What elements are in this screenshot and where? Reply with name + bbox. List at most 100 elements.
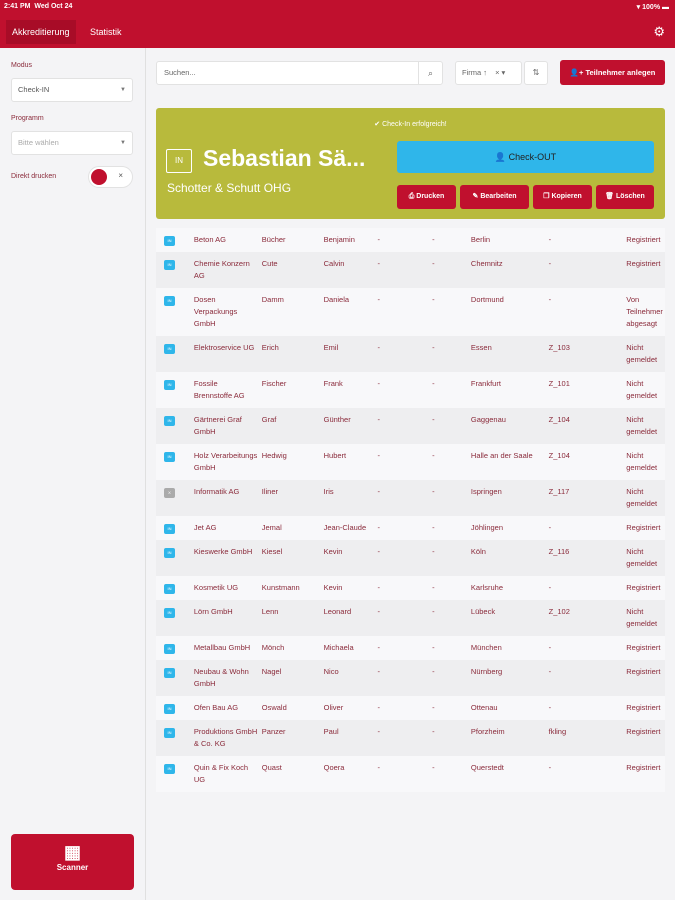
field-a: - [377,607,380,616]
print-button[interactable]: ⎙ Drucken [397,185,456,209]
table-row[interactable]: IN Metallbau GmbH Mönch Michaela - - München - R… [156,636,665,660]
add-participant-button[interactable]: 👤+ Teilnehmer anlegen [560,60,665,85]
checkin-icon[interactable]: IN [164,416,175,426]
programm-select[interactable]: Bitte wählen ▼ [11,131,133,155]
table-row[interactable]: IN Beton AG Bücher Benjamin - - Berlin - Registr… [156,228,665,252]
room: - [548,235,552,244]
city: Halle an der Saale [470,451,533,460]
table-row[interactable]: IN Lörn GmbH Lenn Leonard - - Lübeck Z_102 Nicht… [156,600,665,636]
first-name: Kevin [323,547,343,556]
checkin-icon[interactable]: IN [164,236,175,246]
table-row[interactable]: IN Jet AG Jemal Jean-Claude - - Jöhlingen - Regi… [156,516,665,540]
table-row[interactable]: IN Elektroservice UG Erich Emil - - Essen Z_103… [156,336,665,372]
first-name: Emil [323,343,339,352]
registration-status: Nicht gemeldet [626,547,658,568]
table-row[interactable]: IN Holz Verarbeitungs GmbH Hedwig Hubert - - H… [156,444,665,480]
tab-statistik[interactable]: Statistik [90,27,122,37]
company: Produktions GmbH & Co. KG [193,727,258,748]
field-b: - [432,343,435,352]
table-row[interactable]: IN Fossile Brennstoffe AG Fischer Frank - - Fr… [156,372,665,408]
city: Chemnitz [470,259,503,268]
field-b: - [432,667,435,676]
search-input[interactable]: Suchen... ⌕ [156,61,443,85]
gear-icon[interactable]: ⚙ [653,24,665,39]
user-plus-icon: 👤+ [569,68,584,77]
last-name: Bücher [261,235,286,244]
checkin-icon[interactable]: IN [164,260,175,270]
field-b: - [432,487,435,496]
programm-label: Programm [11,115,44,122]
checkin-icon[interactable]: IN [164,296,175,306]
success-message: ✔ Check-In erfolgreich! [374,121,447,128]
delete-button[interactable]: 🗑 Löschen [596,185,654,209]
participant-table: IN Beton AG Bücher Benjamin - - Berlin - Registr… [156,228,665,792]
room: - [548,667,552,676]
checkin-icon[interactable]: IN [164,764,175,774]
checkin-icon[interactable]: IN [164,704,175,714]
room: Z_117 [548,487,570,496]
first-name: Michaela [323,643,354,652]
modus-label: Modus [11,62,33,69]
table-row[interactable]: IN Ofen Bau AG Oswald Oliver - - Ottenau - Regis… [156,696,665,720]
direct-print-label: Direkt drucken [11,173,57,180]
status-icon: IN [156,540,192,576]
checkin-icon[interactable]: IN [164,380,175,390]
sort-select[interactable]: Firma ↑ × ▾ [455,61,522,85]
table-row[interactable]: IN Gärtnerei Graf GmbH Graf Günther - - Gaggen… [156,408,665,444]
edit-button[interactable]: ✎ Bearbeiten [460,185,529,209]
checkin-icon[interactable]: IN [164,668,175,678]
company: Kieswerke GmbH [193,547,253,556]
table-row[interactable]: IN Produktions GmbH & Co. KG Panzer Paul - - P… [156,720,665,756]
checkout-button[interactable]: 👤 Check-OUT [397,141,654,173]
first-name: Qoera [323,763,345,772]
table-row[interactable]: IN Quin & Fix Koch UG Quast Qoera - - Quersted… [156,756,665,792]
chevron-down-icon: ▼ [120,87,126,93]
search-icon[interactable]: ⌕ [418,62,442,84]
modus-select[interactable]: Check-IN ▼ [11,78,133,102]
participant-company: Schotter & Schutt OHG [167,181,292,195]
table-row[interactable]: IN Kieswerke GmbH Kiesel Kevin - - Köln Z_116 Ni… [156,540,665,576]
table-row[interactable]: IN Chemie Konzern AG Cute Calvin - - Chemnitz -… [156,252,665,288]
status-icon: X [156,480,192,516]
status-time: 2:41 PM Wed Oct 24 [4,3,73,10]
last-name: Mönch [261,643,285,652]
table-row[interactable]: IN Neubau & Wohn GmbH Nagel Nico - - Nürnberg -… [156,660,665,696]
sort-direction-button[interactable]: ⇅ [524,61,548,85]
checkin-icon[interactable]: IN [164,452,175,462]
first-name: Benjamin [323,235,355,244]
room: - [548,523,552,532]
checkin-icon[interactable]: IN [164,608,175,618]
registration-status: Von Teilnehmer abgesagt [626,295,663,328]
tab-akkreditierung[interactable]: Akkreditierung [6,20,76,44]
first-name: Oliver [323,703,344,712]
checkin-icon[interactable]: IN [164,344,175,354]
checkin-inactive-icon[interactable]: X [164,488,175,498]
table-row[interactable]: IN Kosmetik UG Kunstmann Kevin - - Karlsruhe - R… [156,576,665,600]
room: Z_104 [548,415,570,424]
copy-button[interactable]: ❐ Kopieren [533,185,592,209]
company: Ofen Bau AG [193,703,239,712]
table-row[interactable]: IN Dosen Verpackungs GmbH Damm Daniela - - Dor… [156,288,665,336]
company: Elektroservice UG [193,343,255,352]
checkin-icon[interactable]: IN [164,728,175,738]
city: München [470,643,502,652]
first-name: Paul [323,727,339,736]
room: - [548,763,552,772]
status-icon: IN [156,660,192,696]
first-name: Nico [323,667,339,676]
top-bar: 2:41 PM Wed Oct 24 ▾ 100% ▬ Akkreditieru… [0,0,675,48]
checkin-icon[interactable]: IN [164,524,175,534]
field-a: - [377,727,380,736]
table-row[interactable]: X Informatik AG Iliner Iris - - Ispringen Z_117… [156,480,665,516]
company: Gärtnerei Graf GmbH [193,415,242,436]
status-icon: IN [156,756,192,792]
direct-print-toggle[interactable]: × [88,166,133,188]
scanner-button[interactable]: ▦ Scanner [11,834,134,890]
room: - [548,643,552,652]
checkin-icon[interactable]: IN [164,644,175,654]
checkin-icon[interactable]: IN [164,584,175,594]
checkin-icon[interactable]: IN [164,548,175,558]
field-b: - [432,451,435,460]
city: Jöhlingen [470,523,504,532]
field-a: - [377,523,380,532]
